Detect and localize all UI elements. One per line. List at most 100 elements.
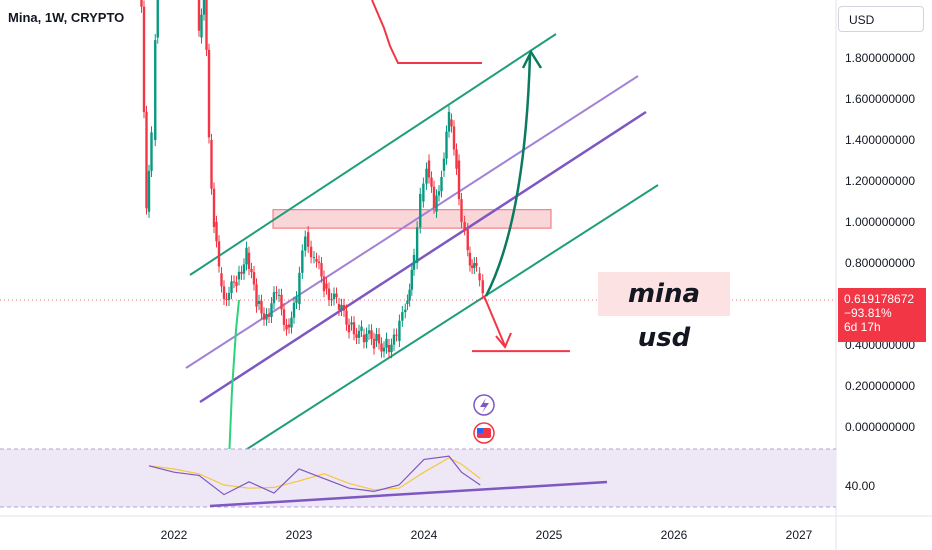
- rsi-line: [148, 455, 481, 496]
- x-tick-label: 2023: [286, 528, 313, 542]
- candle: [337, 304, 341, 310]
- candle: [390, 344, 393, 353]
- candle: [455, 149, 458, 169]
- candle: [255, 284, 258, 307]
- y-tick-label: 1.800000000: [845, 51, 915, 65]
- resistance-zone: [272, 209, 552, 229]
- y-tick-label: 1.400000000: [845, 133, 915, 147]
- candle: [210, 140, 213, 189]
- candle: [425, 168, 428, 184]
- candle: [142, 6, 146, 113]
- currency-selector[interactable]: USD: [838, 6, 924, 32]
- candle: [275, 292, 278, 294]
- candle: [372, 338, 376, 349]
- candle: [365, 333, 368, 343]
- candle: [232, 281, 236, 283]
- candle: [470, 265, 474, 268]
- candle: [225, 298, 228, 300]
- candle: [357, 330, 361, 338]
- candle: [298, 272, 301, 304]
- candle: [481, 280, 484, 294]
- candle: [150, 132, 153, 171]
- candle: [306, 232, 310, 247]
- candle: [312, 257, 316, 259]
- candle: [156, 0, 159, 38]
- candle: [375, 334, 378, 341]
- candle: [404, 309, 407, 313]
- candle: [335, 293, 338, 298]
- candle: [432, 186, 436, 208]
- candle: [342, 304, 346, 311]
- candle: [412, 254, 416, 270]
- us-flag-icon-canton: [477, 428, 483, 433]
- candle: [457, 160, 461, 200]
- candle: [317, 261, 321, 264]
- candle: [207, 49, 211, 138]
- channel-mid-upper-line: [185, 75, 639, 369]
- candle: [242, 264, 246, 274]
- bearish-arrow-head: [495, 332, 512, 349]
- candle: [262, 313, 266, 320]
- candle: [345, 310, 348, 325]
- candle: [147, 170, 151, 212]
- bearish-arrow-path: [483, 295, 506, 347]
- candle: [257, 300, 261, 304]
- annotation-label[interactable]: mina usd: [598, 272, 730, 353]
- x-tick-label: 2022: [161, 528, 188, 542]
- candle: [304, 236, 307, 251]
- candle: [285, 324, 288, 330]
- candle: [250, 268, 253, 273]
- candle: [200, 14, 203, 38]
- candle: [478, 273, 481, 281]
- candle: [450, 119, 453, 127]
- candle: [332, 293, 336, 300]
- candle: [408, 289, 411, 301]
- candle: [445, 131, 448, 159]
- candle: [440, 176, 443, 192]
- candle: [360, 326, 363, 331]
- bullish-arrow-head: [521, 49, 543, 69]
- candle: [309, 246, 313, 258]
- x-tick-label: 2026: [661, 528, 688, 542]
- last-price-value: 0.619178672: [844, 292, 915, 306]
- bullish-arrow-path: [484, 54, 532, 297]
- candle: [322, 276, 326, 292]
- rsi-ma-line: [148, 457, 481, 491]
- rsi-level-label: 40.00: [845, 479, 875, 493]
- candle: [422, 183, 425, 202]
- candle: [419, 193, 422, 228]
- candle: [352, 322, 356, 335]
- candle: [382, 347, 386, 352]
- candle: [265, 314, 268, 320]
- candle: [301, 250, 304, 273]
- candle: [430, 177, 433, 187]
- candle: [355, 334, 358, 338]
- x-tick-label: 2024: [411, 528, 438, 542]
- candle: [320, 263, 323, 277]
- candle: [260, 300, 263, 314]
- candle: [398, 320, 401, 341]
- candle: [442, 158, 446, 171]
- y-tick-label: 0.000000000: [845, 420, 915, 434]
- candle: [370, 330, 373, 339]
- candle: [377, 334, 381, 344]
- y-tick-label: 1.600000000: [845, 92, 915, 106]
- lightning-icon-glyph: [480, 398, 489, 413]
- candle: [466, 229, 469, 251]
- candle: [202, 0, 206, 15]
- candle: [230, 281, 233, 293]
- y-tick-label: 1.200000000: [845, 174, 915, 188]
- candle: [245, 247, 248, 265]
- candle: [227, 292, 231, 300]
- candle: [282, 309, 286, 325]
- candle: [280, 294, 283, 310]
- candle: [290, 317, 293, 328]
- candle: [463, 222, 466, 230]
- channel-upper-line: [189, 33, 557, 276]
- candle: [327, 288, 331, 300]
- main-pane: [140, 0, 659, 449]
- candle: [145, 112, 148, 209]
- target-path: [371, 0, 482, 64]
- candle: [395, 334, 398, 336]
